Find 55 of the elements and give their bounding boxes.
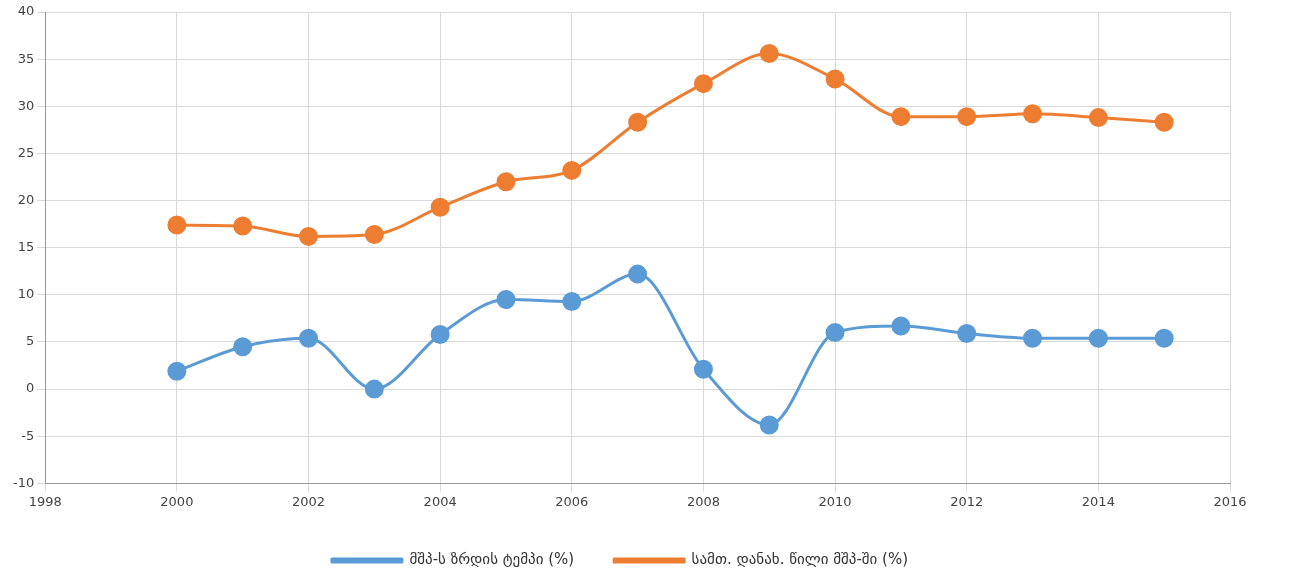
point bbox=[299, 328, 319, 348]
y-tick-label: 20 bbox=[17, 191, 35, 207]
point bbox=[562, 160, 582, 180]
point bbox=[167, 361, 187, 381]
point bbox=[299, 226, 319, 246]
point bbox=[1088, 108, 1108, 128]
point bbox=[430, 324, 450, 344]
point bbox=[825, 69, 845, 89]
y-tick-label: -10 bbox=[13, 474, 35, 490]
y-tick-label: 0 bbox=[25, 380, 35, 396]
x-tick-label: 2006 bbox=[555, 493, 589, 509]
point bbox=[825, 323, 845, 343]
point bbox=[1154, 328, 1174, 348]
point bbox=[233, 216, 253, 236]
point bbox=[1023, 328, 1043, 348]
x-tick-label: 2004 bbox=[423, 493, 457, 509]
y-tick-label: 25 bbox=[17, 144, 35, 160]
point bbox=[1154, 112, 1174, 132]
point bbox=[693, 359, 713, 379]
y-tick-label: 10 bbox=[17, 286, 35, 302]
point bbox=[1088, 328, 1108, 348]
point bbox=[891, 316, 911, 336]
x-tick-label: 2014 bbox=[1081, 493, 1115, 509]
point bbox=[1023, 104, 1043, 124]
legend-label: სამთ. დანახ. წილი მშპ-ში (%) bbox=[691, 550, 909, 569]
point bbox=[430, 197, 450, 217]
x-tick-label: 2002 bbox=[291, 493, 326, 509]
y-tick-label: 35 bbox=[17, 50, 35, 66]
x-tick-label: 2016 bbox=[1213, 493, 1247, 509]
point bbox=[167, 215, 187, 235]
point bbox=[891, 107, 911, 127]
point bbox=[628, 264, 648, 284]
point bbox=[364, 379, 384, 399]
point bbox=[759, 415, 779, 435]
point bbox=[759, 43, 779, 63]
point bbox=[233, 337, 253, 357]
point bbox=[957, 324, 977, 343]
x-tick-label: 2008 bbox=[686, 493, 720, 509]
point bbox=[628, 112, 648, 132]
legend-label: მშპ-ს ზრდის ტემპი (%) bbox=[409, 550, 575, 569]
point bbox=[693, 74, 713, 94]
x-tick-label: 2000 bbox=[160, 493, 194, 509]
point bbox=[957, 107, 977, 127]
y-tick-label: 40 bbox=[17, 3, 35, 19]
x-tick-label: 2010 bbox=[818, 493, 852, 509]
y-tick-label: -5 bbox=[21, 427, 35, 443]
point bbox=[496, 172, 516, 192]
point bbox=[562, 291, 582, 311]
point bbox=[496, 290, 516, 310]
y-tick-label: 30 bbox=[17, 97, 35, 113]
point bbox=[364, 225, 384, 244]
y-tick-label: 5 bbox=[25, 333, 35, 349]
y-tick-label: 15 bbox=[17, 239, 35, 255]
x-tick-label: 2012 bbox=[950, 493, 984, 509]
x-tick-label: 1998 bbox=[28, 493, 62, 509]
